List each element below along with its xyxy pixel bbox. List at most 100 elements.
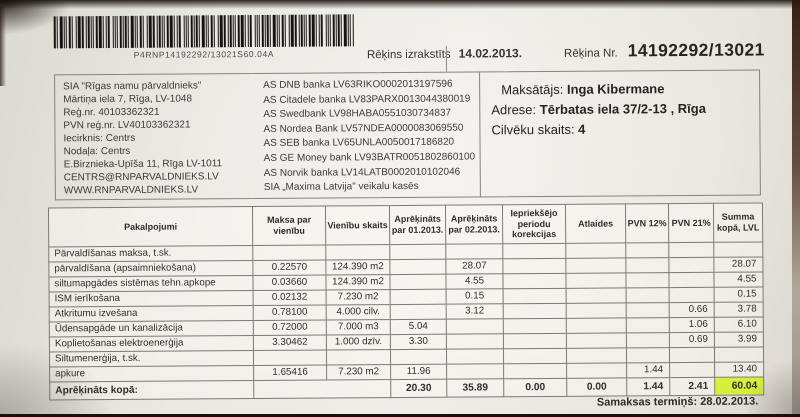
column-header: Atlaides [565,203,626,244]
table-cell: 0.15 [446,288,504,305]
barcode-bar [95,16,98,49]
bank-line: AS Swedbank LV98HABA0551030734837 [263,107,452,121]
barcode-bar [116,15,118,48]
barcode-bar [127,15,129,48]
table-cell [668,272,715,288]
table-cell: 28.07 [445,258,503,275]
table-cell [446,348,504,365]
table-cell: 3.78 [714,301,764,318]
photo-shadow-bottom-right [745,359,800,414]
barcode-bar [337,14,340,47]
photo-shadow-bottom-left [0,344,110,414]
table-cell: 4.000 cilv. [326,304,391,321]
table-cell: 0.15 [714,286,764,303]
barcode-bar [105,16,107,49]
column-header: PVN 21% [668,203,714,243]
company-line: Nodaļa: Centrs [63,145,131,158]
header-divider [445,45,448,72]
bank-line: SIA „Maxima Latvija" veikalu kasēs [263,181,419,194]
barcode-bar [320,14,323,47]
payer-line: Maksātājs: Inga Kibermane [491,79,706,100]
photo-corner-top-left [0,0,70,34]
table-cell [626,287,670,303]
address-value: Tērbatas iela 37/2-13 , Rīga [539,100,706,118]
barcode-bar [158,15,161,48]
table-cell: pārvaldīšana (apsaimniekošana) [48,260,253,277]
people-count: 4 [578,121,586,137]
barcode-bar [329,14,331,47]
total-cell: 20.30 [390,379,447,398]
barcode-bar [240,15,244,48]
bank-line: AS Nordea Bank LV57NDEA0000083069550 [263,122,464,135]
info-box: SIA "Rīgas namu pārvaldnieks" Mārtiņa iel… [54,69,761,201]
table-cell [502,273,567,289]
table-cell [503,333,567,349]
invoice-number-label: Rēķina Nr. [563,47,618,60]
table-cell [389,274,447,290]
table-cell [626,302,670,318]
table-cell [325,244,390,261]
table-cell [668,242,714,258]
barcode-bar [290,14,294,47]
barcode-bar [234,15,236,48]
barcode-bar [114,15,116,48]
barcode-bar [152,15,155,48]
table-cell: ISM ierīkošana [49,290,254,307]
table-cell [626,332,670,348]
barcode-bar [187,15,189,48]
table-cell [390,304,447,320]
barcode-bar [281,14,284,47]
table-cell: 0.78100 [253,305,327,321]
barcode-bar [169,15,173,48]
barcode-bar [272,14,276,47]
barcode-text: P4RNP14192292/13021S60.04A [133,48,275,60]
bank-line: AS Norvik banka LV14LATB0002010102046 [263,166,461,179]
table-cell [503,288,567,304]
barcode-bar [237,15,240,48]
barcode-bar [201,15,205,48]
table-cell: siltumapgādes sistēmas tehn.apkope [48,275,254,292]
table-cell: 1.65416 [253,365,327,381]
table-cell: 124.390 m2 [325,274,391,291]
table-cell [566,302,627,319]
barcode-bar [92,16,94,49]
table-cell: Pārvaldīšanas maksa, t.sk. [48,245,253,262]
table-cell [446,318,504,335]
barcode-bar [75,16,77,49]
barcode-bar [229,15,232,48]
company-line: E.Birznieka-Upīša 11, Rīga LV-1011 [63,158,223,171]
total-cell: 0.00 [566,377,627,397]
barcode-bar [305,14,307,47]
barcode-bar [136,15,138,48]
table-cell [566,362,627,379]
payer-info: Maksātājs: Inga Kibermane Adrese: Tērbat… [491,79,706,140]
table-cell [565,242,626,259]
table-cell [625,242,669,258]
table-cell: 4.55 [445,273,504,290]
barcode-bar [139,15,142,48]
total-cell: 35.89 [446,378,504,398]
table-cell [669,287,715,303]
barcode-bar [173,15,175,48]
table-cell [669,362,715,378]
bank-list: AS DNB banka LV63RIKO0002013197596 AS Cit… [263,77,475,195]
barcode-bar [332,14,335,47]
table-cell: 3.30 [390,334,447,350]
table-cell [389,244,446,260]
barcode-bar [90,16,92,49]
bank-line: AS GE Money bank LV93BATR0051802860100 [263,151,476,164]
barcode-bar [343,14,347,47]
column-header: Pakalpojumi [48,206,253,247]
company-line: Reģ.nr. 40103362321 [63,106,160,119]
table-cell [502,258,566,274]
barcode-bar [249,15,252,48]
table-cell [566,347,627,364]
barcode-bar [198,15,200,48]
barcode-bar [278,14,280,47]
table-cell: 3.12 [446,303,504,320]
barcode-bar [223,15,226,48]
table-cell: 1.44 [626,362,670,378]
table-cell [625,272,670,288]
